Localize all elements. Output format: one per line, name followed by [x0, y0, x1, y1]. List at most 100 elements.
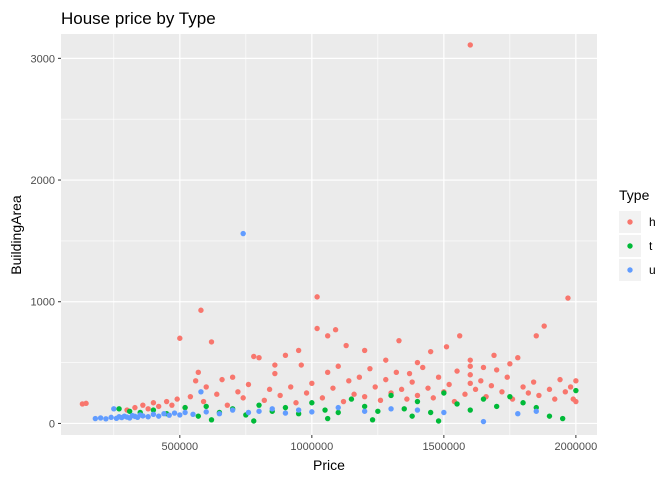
point-h — [546, 386, 553, 393]
point-u — [414, 407, 421, 413]
point-h — [346, 378, 352, 384]
point-h — [145, 406, 151, 412]
point-u — [203, 409, 209, 415]
x-tick-label: 500000 — [161, 441, 198, 453]
point-h — [293, 400, 299, 406]
point-t — [441, 390, 447, 396]
series-u — [92, 230, 539, 425]
point-u — [256, 408, 262, 414]
point-h — [330, 385, 336, 391]
legend-key-t — [627, 243, 633, 249]
point-h — [480, 364, 487, 371]
point-h — [251, 353, 257, 360]
point-h — [298, 362, 304, 368]
point-h — [155, 403, 162, 410]
point-h — [324, 333, 331, 339]
point-t — [427, 409, 434, 416]
point-h — [393, 369, 400, 376]
y-tick-label: 0 — [49, 418, 55, 430]
point-h — [314, 325, 320, 332]
point-h — [195, 369, 201, 376]
point-h — [467, 42, 473, 48]
point-t — [375, 408, 381, 414]
point-h — [462, 391, 468, 397]
point-t — [414, 398, 421, 405]
point-u — [111, 406, 117, 412]
point-u — [182, 409, 188, 416]
point-h — [414, 359, 421, 366]
point-u — [108, 414, 114, 421]
point-u — [269, 406, 275, 412]
point-h — [208, 339, 215, 345]
point-u — [361, 408, 368, 414]
point-t — [309, 400, 315, 406]
point-h — [261, 397, 268, 404]
point-u — [216, 411, 223, 417]
point-h — [467, 372, 473, 378]
x-axis-ticks: 500000 1000000 1500000 2000000 — [161, 435, 597, 453]
legend-title: Type — [619, 187, 650, 203]
point-h — [499, 389, 505, 395]
plot-panel — [61, 34, 597, 435]
series-t — [116, 387, 579, 424]
point-h — [525, 390, 532, 396]
x-tick-label: 1500000 — [422, 441, 465, 453]
point-h — [573, 378, 579, 384]
point-t — [182, 404, 188, 411]
point-t — [324, 415, 331, 422]
point-h — [396, 337, 402, 344]
point-h — [132, 404, 138, 411]
point-h — [557, 376, 563, 383]
point-u — [177, 412, 183, 418]
point-h — [533, 333, 539, 339]
point-h — [240, 395, 246, 401]
point-h — [324, 369, 331, 376]
point-t — [150, 407, 157, 413]
point-t — [251, 418, 257, 424]
legend-key-h — [627, 219, 633, 225]
point-u — [240, 230, 246, 237]
point-h — [420, 364, 426, 371]
point-h — [573, 398, 579, 405]
point-t — [116, 406, 122, 412]
point-h — [478, 378, 484, 384]
point-h — [515, 355, 521, 361]
point-u — [441, 409, 447, 416]
point-u — [295, 407, 302, 413]
legend-key-u — [627, 267, 633, 273]
point-h — [214, 391, 220, 397]
point-h — [541, 323, 547, 329]
legend-label-h: h — [649, 215, 656, 229]
point-h — [427, 348, 434, 355]
legend-label-t: t — [649, 239, 653, 253]
point-h — [377, 397, 384, 404]
point-h — [467, 357, 473, 363]
point-h — [467, 380, 473, 386]
point-h — [361, 347, 368, 354]
point-h — [272, 362, 278, 368]
point-h — [163, 398, 170, 405]
point-h — [356, 374, 363, 380]
y-tick-label: 2000 — [31, 175, 55, 187]
point-h — [443, 344, 450, 350]
point-h — [488, 383, 495, 389]
point-t — [335, 409, 341, 416]
point-h — [467, 363, 473, 369]
point-u — [150, 411, 157, 418]
point-h — [187, 393, 194, 400]
point-h — [224, 402, 231, 408]
point-h — [565, 295, 571, 301]
point-t — [203, 403, 209, 410]
point-h — [319, 395, 326, 401]
point-t — [256, 402, 262, 408]
point-h — [567, 384, 574, 390]
point-h — [174, 396, 180, 402]
point-h — [552, 396, 558, 402]
y-tick-label: 3000 — [31, 53, 55, 65]
point-h — [314, 294, 320, 300]
point-h — [383, 376, 389, 383]
legend: Type htu — [619, 187, 656, 281]
point-h — [493, 367, 500, 373]
point-h — [340, 398, 347, 405]
